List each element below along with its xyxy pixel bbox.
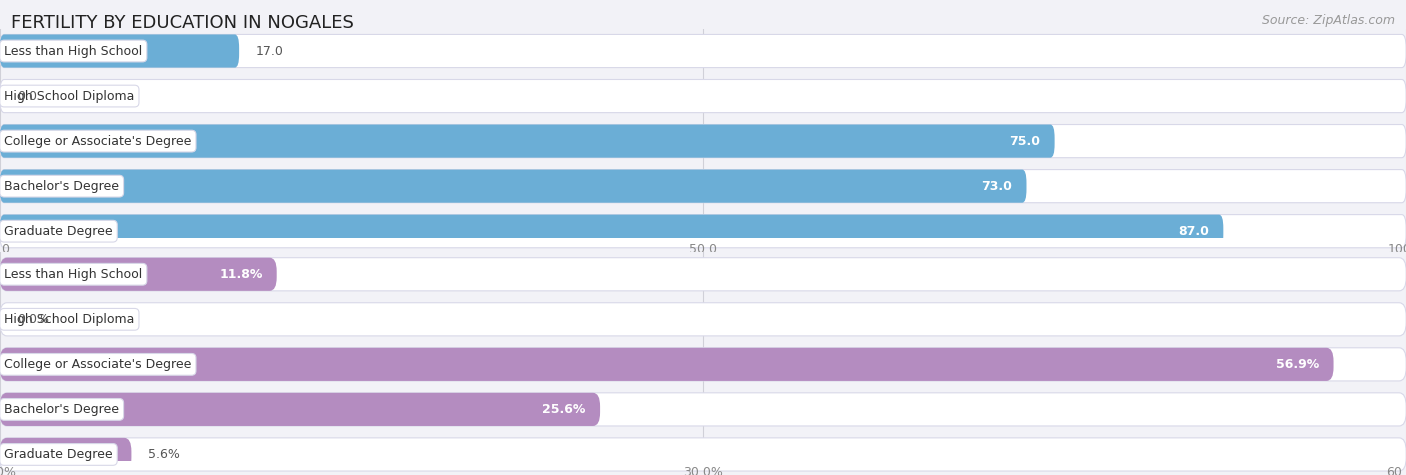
Text: Bachelor's Degree: Bachelor's Degree [4, 180, 120, 193]
Text: 0.0%: 0.0% [17, 313, 49, 326]
Text: Less than High School: Less than High School [4, 268, 142, 281]
Text: Less than High School: Less than High School [4, 45, 142, 57]
Text: 17.0: 17.0 [256, 45, 284, 57]
Text: High School Diploma: High School Diploma [4, 313, 135, 326]
Text: High School Diploma: High School Diploma [4, 90, 135, 103]
FancyBboxPatch shape [0, 35, 1406, 67]
FancyBboxPatch shape [0, 258, 1406, 291]
Text: FERTILITY BY EDUCATION IN NOGALES: FERTILITY BY EDUCATION IN NOGALES [11, 14, 354, 32]
Text: 0.0: 0.0 [17, 90, 37, 103]
FancyBboxPatch shape [0, 215, 1406, 248]
Text: College or Associate's Degree: College or Associate's Degree [4, 358, 191, 371]
Text: Graduate Degree: Graduate Degree [4, 225, 112, 238]
FancyBboxPatch shape [0, 170, 1406, 203]
FancyBboxPatch shape [0, 393, 1406, 426]
Text: College or Associate's Degree: College or Associate's Degree [4, 134, 191, 148]
FancyBboxPatch shape [0, 170, 1026, 203]
Text: Graduate Degree: Graduate Degree [4, 448, 112, 461]
FancyBboxPatch shape [0, 258, 277, 291]
FancyBboxPatch shape [0, 124, 1054, 158]
Text: Bachelor's Degree: Bachelor's Degree [4, 403, 120, 416]
Text: 87.0: 87.0 [1178, 225, 1209, 238]
Text: 25.6%: 25.6% [543, 403, 586, 416]
FancyBboxPatch shape [0, 438, 1406, 471]
FancyBboxPatch shape [0, 393, 600, 426]
FancyBboxPatch shape [0, 438, 131, 471]
Text: 75.0: 75.0 [1010, 134, 1040, 148]
Text: 11.8%: 11.8% [219, 268, 263, 281]
Text: 73.0: 73.0 [981, 180, 1012, 193]
FancyBboxPatch shape [0, 35, 239, 67]
Text: 56.9%: 56.9% [1277, 358, 1319, 371]
FancyBboxPatch shape [0, 348, 1333, 381]
FancyBboxPatch shape [0, 303, 1406, 336]
Text: Source: ZipAtlas.com: Source: ZipAtlas.com [1261, 14, 1395, 27]
FancyBboxPatch shape [0, 348, 1406, 381]
FancyBboxPatch shape [0, 124, 1406, 158]
FancyBboxPatch shape [0, 215, 1223, 248]
Text: 5.6%: 5.6% [148, 448, 180, 461]
FancyBboxPatch shape [0, 79, 1406, 113]
